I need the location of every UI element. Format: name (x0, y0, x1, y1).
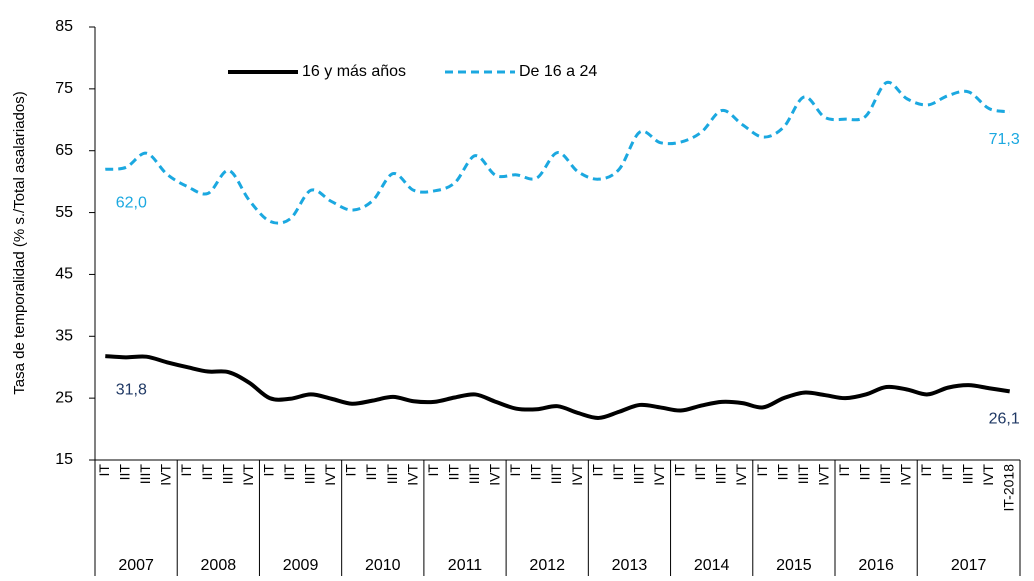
y-tick-label: 75 (55, 80, 73, 97)
group-label: 2015 (776, 557, 812, 574)
x-tick-label: IVT (898, 464, 914, 486)
y-tick-label: 45 (55, 266, 73, 283)
x-tick-label: IVT (322, 464, 338, 486)
x-tick-label: IIT (610, 464, 626, 481)
x-tick-label: IIIT (877, 464, 893, 485)
group-label: 2009 (283, 557, 319, 574)
x-tick-label: IIIT (466, 464, 482, 485)
data-label: 31,8 (116, 381, 147, 398)
x-tick-label: IIIT (219, 464, 235, 485)
y-tick-label: 55 (55, 204, 73, 221)
x-tick-label: IIT (281, 464, 297, 481)
x-tick-label: IT (672, 464, 688, 477)
x-tick-label: IVT (158, 464, 174, 486)
x-tick-label: IIT (117, 464, 133, 481)
x-tick-label: IIIT (630, 464, 646, 485)
group-label: 2011 (448, 557, 483, 574)
x-tick-label: IIT (199, 464, 215, 481)
data-label: 62,0 (116, 194, 147, 211)
data-label: 71,3 (989, 131, 1020, 148)
x-tick-label: IT (918, 464, 934, 477)
x-tick-label: IT (96, 464, 112, 477)
data-label: 26,1 (989, 411, 1020, 428)
y-tick-label: 35 (55, 328, 73, 345)
x-tick-label: IT-2018 (1000, 464, 1016, 512)
x-tick-label: IIT (445, 464, 461, 481)
x-tick-label: IIT (857, 464, 873, 481)
x-tick-label: IT (754, 464, 770, 477)
group-label: 2010 (365, 557, 401, 574)
x-tick-label: IIIT (384, 464, 400, 485)
x-tick-label: IIIT (795, 464, 811, 485)
x-tick-label: IIIT (959, 464, 975, 485)
y-tick-label: 15 (55, 451, 73, 468)
x-tick-label: IT (589, 464, 605, 477)
x-tick-label: IIIT (713, 464, 729, 485)
series-line (105, 80, 1010, 225)
x-tick-label: IVT (240, 464, 256, 486)
x-tick-label: IVT (733, 464, 749, 486)
x-tick-label: IT (260, 464, 276, 477)
group-label: 2013 (612, 557, 648, 574)
x-tick-label: IIT (939, 464, 955, 481)
x-tick-label: IIT (528, 464, 544, 481)
x-tick-label: IT (178, 464, 194, 477)
group-label: 2017 (951, 557, 987, 574)
x-tick-label: IVT (569, 464, 585, 486)
y-axis-title: Tasa de temporalidad (% s./Total asalari… (11, 91, 28, 395)
group-label: 2008 (201, 557, 237, 574)
y-tick-label: 65 (55, 142, 73, 159)
x-tick-label: IIIT (302, 464, 318, 485)
legend-label: 16 y más años (302, 63, 406, 80)
x-tick-label: IT (343, 464, 359, 477)
x-tick-label: IVT (404, 464, 420, 486)
group-label: 2012 (529, 557, 565, 574)
group-label: 2014 (694, 557, 730, 574)
y-tick-label: 85 (55, 18, 73, 35)
x-tick-label: IIT (692, 464, 708, 481)
x-tick-label: IT (425, 464, 441, 477)
x-tick-label: IT (507, 464, 523, 477)
x-tick-label: IVT (651, 464, 667, 486)
group-label: 2016 (858, 557, 894, 574)
x-tick-label: IIIT (137, 464, 153, 485)
x-tick-label: IT (836, 464, 852, 477)
x-tick-label: IIIT (548, 464, 564, 485)
series-line (105, 354, 1011, 420)
x-tick-label: IIT (363, 464, 379, 481)
y-tick-label: 25 (55, 389, 73, 406)
group-label: 2007 (118, 557, 154, 574)
x-tick-label: IVT (487, 464, 503, 486)
x-tick-label: IVT (815, 464, 831, 486)
x-tick-label: IIT (774, 464, 790, 481)
legend-label: De 16 a 24 (519, 63, 597, 80)
x-tick-label: IVT (980, 464, 996, 486)
